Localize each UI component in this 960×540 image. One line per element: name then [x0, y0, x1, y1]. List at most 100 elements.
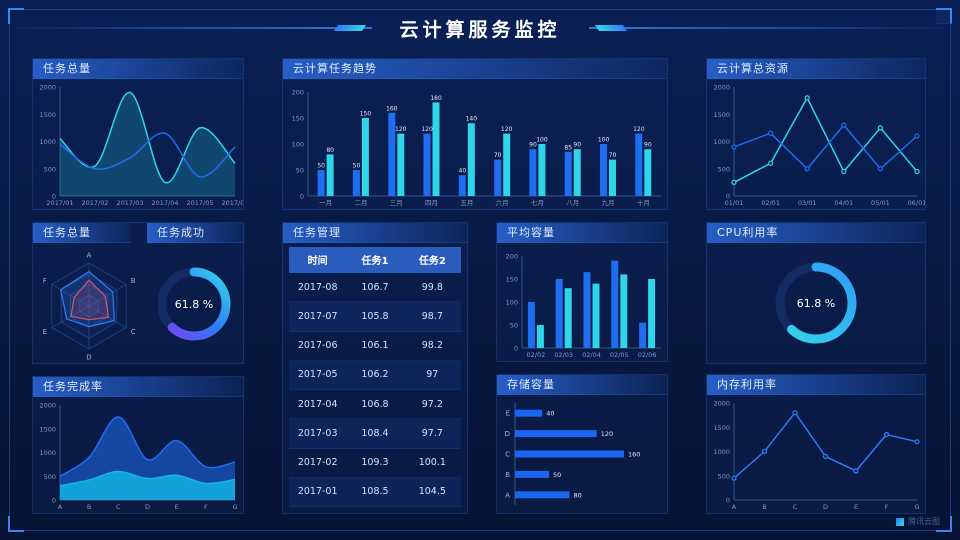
svg-text:02/02: 02/02: [527, 351, 546, 359]
svg-text:160: 160: [386, 105, 398, 112]
svg-text:150: 150: [292, 115, 304, 123]
svg-text:200: 200: [506, 253, 518, 261]
svg-text:01/01: 01/01: [725, 199, 744, 207]
panel-title-storage: 存储容量: [497, 375, 667, 395]
panel-task-table: 任务管理 时间 任务1 任务2 2017-08 106.7 99.8 2017-07 105.…: [282, 222, 468, 514]
svg-text:02/06: 02/06: [638, 351, 657, 359]
svg-text:0: 0: [52, 193, 56, 201]
table-cell: 106.2: [361, 369, 389, 381]
svg-text:2017/03: 2017/03: [116, 199, 143, 207]
svg-text:02/04: 02/04: [582, 351, 601, 359]
table-cell: 97.2: [421, 398, 443, 410]
table-header-cell: 时间: [307, 256, 328, 267]
table-cell: 109.3: [361, 457, 389, 469]
svg-text:D: D: [823, 503, 828, 511]
table-header-cell: 任务1: [361, 256, 389, 267]
table-cell: 2017-08: [297, 281, 338, 293]
svg-text:120: 120: [395, 126, 407, 133]
svg-text:02/05: 02/05: [610, 351, 629, 359]
svg-text:B: B: [131, 277, 136, 285]
svg-text:61.8 %: 61.8 %: [175, 298, 213, 311]
svg-text:90: 90: [573, 142, 581, 149]
panel-title-task-radar: 任务总量: [33, 223, 131, 243]
panel-task-trend: 云计算任务趋势 0 50 100 150 200 一月 二月 三月 四月 五月 六月 七月 八月 九月 十月…: [282, 58, 668, 210]
table-header-cell: 任务2: [418, 256, 446, 267]
svg-text:05/01: 05/01: [871, 199, 890, 207]
svg-text:1000: 1000: [39, 138, 56, 146]
svg-text:2000: 2000: [39, 402, 56, 410]
svg-text:100: 100: [292, 141, 304, 149]
svg-text:04/01: 04/01: [834, 199, 853, 207]
table-cell: 97: [426, 369, 439, 381]
table-row: 2017-08 106.7 99.8: [289, 273, 461, 303]
svg-text:70: 70: [494, 152, 502, 159]
svg-text:十月: 十月: [637, 198, 650, 207]
panel-title-task-table: 任务管理: [283, 223, 467, 243]
svg-text:0: 0: [726, 497, 730, 505]
svg-text:2000: 2000: [713, 84, 730, 92]
brand-logo-text: 腾讯云图: [908, 517, 940, 526]
svg-text:06/01: 06/01: [908, 199, 925, 207]
svg-text:A: A: [505, 491, 510, 499]
svg-text:A: A: [87, 252, 92, 260]
svg-text:2017/02: 2017/02: [81, 199, 108, 207]
storage-hbar-chart: A 80 B 50 C 160 D 120 E 40: [497, 395, 667, 513]
svg-text:1500: 1500: [713, 111, 730, 119]
svg-text:100: 100: [536, 137, 548, 144]
svg-text:2017/06: 2017/06: [221, 199, 243, 207]
svg-text:0: 0: [52, 497, 56, 505]
panel-title-task-total: 任务总量: [33, 59, 243, 79]
svg-text:61.8 %: 61.8 %: [797, 297, 835, 310]
panel-avg-capacity: 平均容量 0 50 100 150 200 02/02 02/03 02/04 02/05 02/…: [496, 222, 668, 362]
task-success-gauge: 61.8 %: [145, 245, 243, 363]
task-table: 时间 任务1 任务2 2017-08 106.7 99.8 2017-07 105.8 98.7…: [289, 247, 461, 507]
table-cell: 108.4: [361, 427, 389, 439]
table-cell: 2017-04: [297, 398, 338, 410]
svg-text:D: D: [505, 430, 510, 438]
svg-text:C: C: [793, 503, 798, 511]
table-cell: 106.1: [361, 340, 389, 352]
header: 云计算服务监控: [16, 10, 944, 46]
svg-text:B: B: [87, 503, 91, 511]
svg-text:2017/01: 2017/01: [46, 199, 73, 207]
svg-text:1500: 1500: [713, 424, 730, 432]
panel-title-cpu: CPU利用率: [707, 223, 925, 243]
brand-logo: 腾讯云图: [896, 516, 940, 527]
svg-text:500: 500: [718, 472, 730, 480]
svg-text:F: F: [204, 503, 208, 511]
panel-title-memory: 内存利用率: [707, 375, 925, 395]
svg-text:D: D: [86, 354, 91, 362]
table-row: 2017-07 105.8 98.7: [289, 302, 461, 332]
svg-text:180: 180: [430, 95, 442, 102]
panel-title-task-trend: 云计算任务趋势: [283, 59, 667, 79]
table-cell: 106.7: [361, 281, 389, 293]
svg-text:九月: 九月: [602, 198, 615, 207]
svg-text:120: 120: [601, 430, 613, 438]
svg-text:100: 100: [506, 299, 518, 307]
panel-task-total-line: 任务总量 0 500 1000 1500 2000 2017/01 2017/02 2017/…: [32, 58, 249, 210]
header-decoration-right: [588, 22, 945, 34]
panel-cpu: CPU利用率 61.8 %: [706, 222, 926, 364]
task-trend-bar-chart: 0 50 100 150 200 一月 二月 三月 四月 五月 六月 七月 八月 九月 十月 50 50 160 1…: [283, 79, 667, 209]
svg-text:1000: 1000: [713, 138, 730, 146]
svg-text:120: 120: [633, 126, 645, 133]
panel-title-cloud-resource: 云计算总资源: [707, 59, 925, 79]
svg-text:500: 500: [44, 473, 56, 481]
panel-title-task-success: 任务成功: [147, 223, 245, 243]
svg-text:D: D: [145, 503, 150, 511]
panel-cloud-resource: 云计算总资源 0 500 1000 1500 2000 01/01 02/01 03/01 04…: [706, 58, 926, 210]
svg-text:二月: 二月: [354, 199, 367, 207]
svg-text:70: 70: [609, 152, 617, 159]
table-cell: 99.8: [421, 281, 443, 293]
svg-text:02/01: 02/01: [761, 199, 780, 207]
table-cell: 2017-05: [297, 369, 338, 381]
svg-text:2000: 2000: [713, 400, 730, 408]
header-decoration-left: [16, 22, 372, 34]
svg-text:03/01: 03/01: [798, 199, 817, 207]
table-cell: 2017-06: [297, 340, 338, 352]
panel-task-completion: 任务完成率 0 500 1000 1500 2000 A B C D E F G: [32, 376, 244, 514]
radar-gauge-row: A B C D E F 61.8 %: [33, 245, 243, 363]
svg-text:120: 120: [421, 126, 433, 133]
svg-text:E: E: [506, 410, 510, 418]
